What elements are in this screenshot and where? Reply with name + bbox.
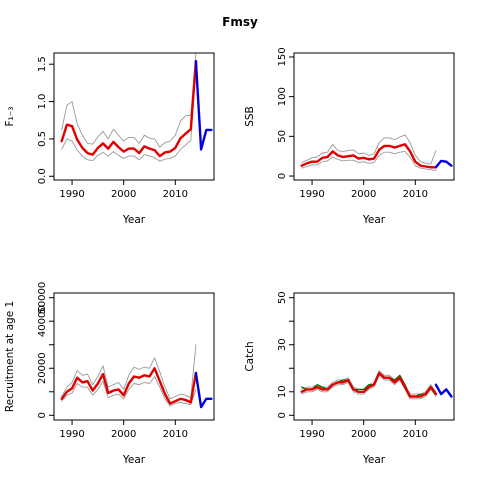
series-line-historical-lower xyxy=(301,150,437,171)
x-tick-label: 1990 xyxy=(299,189,324,200)
plot-frame xyxy=(53,52,215,181)
series-line-historical-median xyxy=(60,367,198,405)
series-line-historical-median xyxy=(60,60,198,158)
series-line-historical-median xyxy=(300,143,438,169)
y-tick-label: 50 xyxy=(277,130,288,143)
y-tick-label: 0 xyxy=(277,412,288,418)
plot-frame xyxy=(293,292,455,421)
x-axis-title: Year xyxy=(362,214,386,226)
x-tick-label: 2010 xyxy=(403,429,428,440)
y-tick-label: 20000 xyxy=(37,352,48,384)
y-tick-label: 0 xyxy=(37,412,48,418)
y-axis-title: Recruitment at age 1 xyxy=(4,301,16,412)
y-tick-label: 0 xyxy=(277,173,288,179)
x-axis-title: Year xyxy=(362,454,386,466)
y-axis-title: SSB xyxy=(244,106,256,127)
x-tick-label: 1990 xyxy=(59,429,84,440)
x-tick-label: 2010 xyxy=(163,429,188,440)
y-axis-title: F₁₋₃ xyxy=(4,106,16,126)
y-tick-label: 50 xyxy=(277,291,288,304)
y-tick-label: 0.0 xyxy=(37,168,48,184)
x-tick-label: 2000 xyxy=(351,189,376,200)
plot-frame xyxy=(293,52,455,181)
series-line-observed xyxy=(301,372,432,398)
plot-frame xyxy=(53,292,215,421)
series-line-historical-upper xyxy=(61,52,197,148)
x-axis-title: Year xyxy=(122,454,146,466)
x-tick-label: 2010 xyxy=(403,189,428,200)
y-tick-label: 1.0 xyxy=(37,94,48,110)
y-tick-label: 150 xyxy=(277,47,288,66)
series-line-forecast xyxy=(194,60,213,151)
y-tick-label: 10 xyxy=(277,385,288,398)
series-line-forecast xyxy=(434,383,453,398)
figure-title: Fmsy xyxy=(222,15,258,29)
y-tick-label: 50000 xyxy=(37,282,48,314)
x-tick-label: 1990 xyxy=(59,189,84,200)
x-axis-title: Year xyxy=(122,214,146,226)
y-tick-label: 30 xyxy=(277,338,288,351)
y-axis-title: Catch xyxy=(244,341,256,371)
y-tick-label: 40000 xyxy=(37,305,48,337)
series-line-forecast xyxy=(194,371,213,409)
series-line-historical-lower xyxy=(61,376,197,407)
series-line-historical-lower xyxy=(61,67,197,162)
x-tick-label: 2010 xyxy=(163,189,188,200)
series-line-historical-median xyxy=(300,371,438,398)
panel-top-left: 1990 2000 2010 0.0 0.5 1.0 1.5 Year F₁₋₃ xyxy=(4,52,215,226)
series-line-forecast xyxy=(434,159,453,169)
panels-group: 1990 2000 2010 0.0 0.5 1.0 1.5 Year F₁₋₃ 1990 2000… xyxy=(4,47,455,466)
series-line-historical-upper xyxy=(301,370,437,395)
y-tick-label: 0.5 xyxy=(37,131,48,147)
x-tick-label: 2000 xyxy=(351,429,376,440)
panel-bottom-right: 1990 2000 2010 0 10 30 50 Year Catch xyxy=(244,291,455,466)
y-tick-label: 100 xyxy=(277,87,288,106)
y-tick-label: 1.5 xyxy=(37,56,48,72)
series-line-historical-upper xyxy=(61,344,197,400)
series-line-historical-lower xyxy=(301,374,437,400)
series-line-historical-upper xyxy=(301,134,437,165)
x-tick-label: 2000 xyxy=(111,429,136,440)
panel-top-right: 1990 2000 2010 0 50 100 150 Year SSB xyxy=(244,47,455,226)
x-tick-label: 1990 xyxy=(299,429,324,440)
x-tick-label: 2000 xyxy=(111,189,136,200)
